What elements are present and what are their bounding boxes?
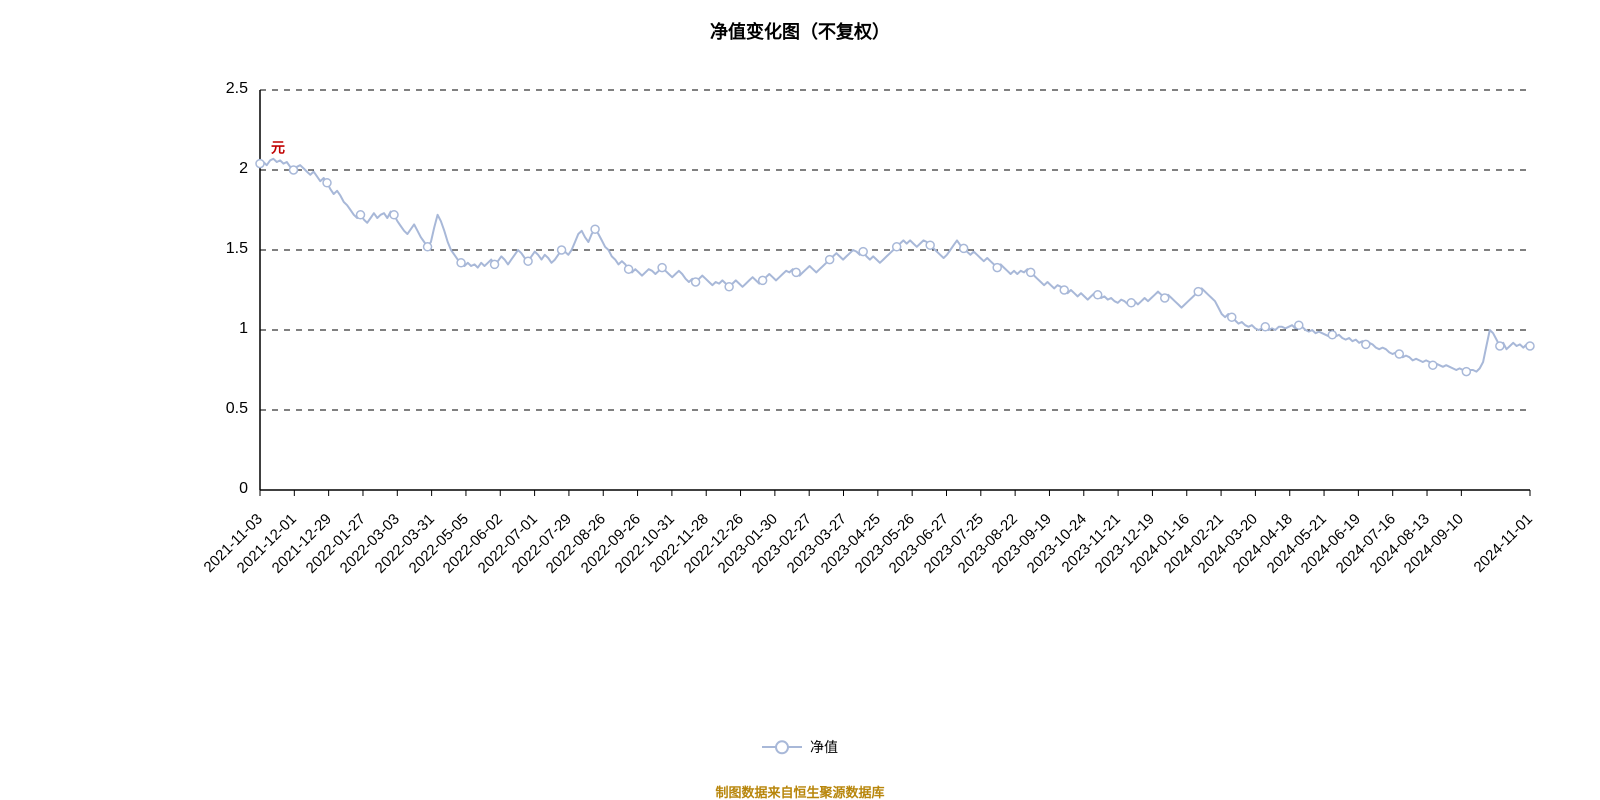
y-tick-label: 2.5 xyxy=(226,80,248,98)
legend-item: 净值 xyxy=(762,737,838,757)
y-tick-label: 0 xyxy=(239,480,248,498)
y-tick-label: 1 xyxy=(239,320,248,338)
y-tick-label: 1.5 xyxy=(226,240,248,258)
y-tick-label: 2 xyxy=(239,160,248,178)
chart-container: 净值变化图（不复权） 元 00.511.522.5 2021-11-032021… xyxy=(0,0,1600,800)
legend-label: 净值 xyxy=(810,737,838,757)
chart-footer: 制图数据来自恒生聚源数据库 xyxy=(0,782,1600,800)
y-tick-label: 0.5 xyxy=(226,400,248,418)
legend-swatch-icon xyxy=(762,746,802,748)
legend: 净值 xyxy=(0,735,1600,757)
